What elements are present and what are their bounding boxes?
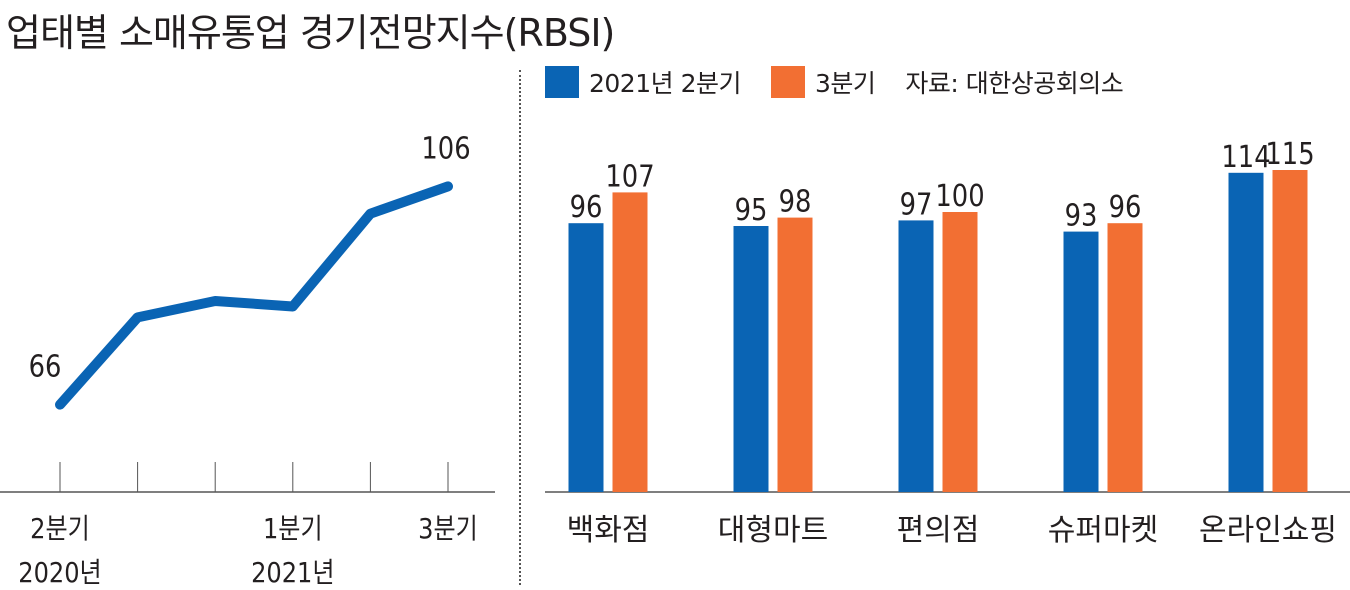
bar-data-label: 107 — [605, 159, 654, 194]
bar-series-a — [1063, 231, 1099, 492]
legend-swatch-orange — [770, 66, 805, 98]
bar-data-label: 96 — [1109, 189, 1142, 224]
bar-category-label: 슈퍼마켓 — [1048, 513, 1158, 548]
legend-label-series-a: 2021년 2분기 — [589, 69, 741, 98]
bar-data-label: 98 — [779, 184, 812, 219]
panel-divider — [519, 70, 521, 585]
legend-label-series-b: 3분기 — [814, 69, 876, 98]
bar-data-label: 97 — [900, 187, 933, 222]
bar-data-label: 96 — [570, 189, 603, 224]
bar-data-label: 100 — [935, 178, 984, 213]
bar-data-label: 93 — [1065, 198, 1098, 233]
line-x-tick-label: 2분기 — [30, 513, 90, 545]
bar-series-a — [568, 223, 604, 492]
bar-series-b — [1107, 223, 1143, 492]
bar-series-a — [898, 220, 934, 492]
bar-category-label: 백화점 — [567, 513, 650, 548]
line-x-tick-label: 2021년 — [251, 557, 334, 589]
line-data-label: 66 — [29, 349, 62, 384]
legend-swatch-blue — [545, 66, 579, 98]
bar-series-a — [1228, 172, 1264, 493]
bar-series-b — [942, 212, 978, 492]
chart-title: 업태별 소매유통업 경기전망지수(RBSI) — [6, 11, 615, 55]
line-x-tick-label: 3분기 — [418, 513, 478, 545]
bar-series-b — [1272, 170, 1308, 492]
bar-category-label: 대형마트 — [718, 513, 828, 548]
line-x-tick-label: 2020년 — [18, 557, 101, 589]
legend: 2021년 2분기 3분기 자료: 대한상공회의소 — [545, 64, 1124, 100]
line-x-tick-label: 1분기 — [263, 513, 323, 545]
bar-series-b — [777, 217, 813, 492]
bar-series-b — [612, 192, 648, 492]
bar-data-label: 114 — [1221, 139, 1270, 174]
legend-item-series-a: 2021년 2분기 — [545, 64, 741, 100]
line-series — [55, 181, 453, 410]
bar-data-label: 115 — [1265, 136, 1314, 171]
bar-category-label: 온라인쇼핑 — [1199, 513, 1337, 548]
bar-series-a — [733, 226, 769, 492]
source-note: 자료: 대한상공회의소 — [905, 69, 1124, 98]
bar-category-label: 편의점 — [897, 513, 980, 548]
legend-item-series-b: 3분기 — [770, 64, 876, 100]
line-data-label: 106 — [421, 131, 470, 166]
bar-data-label: 95 — [735, 192, 768, 227]
